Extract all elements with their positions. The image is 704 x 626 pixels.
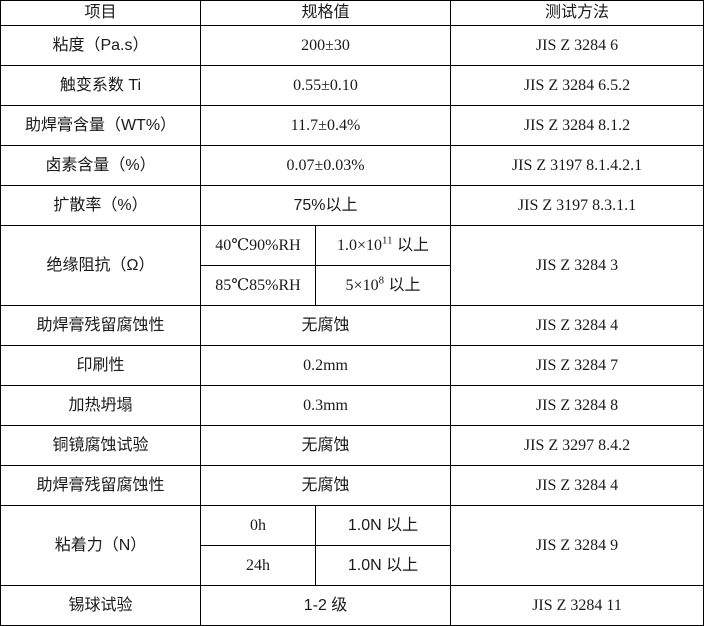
row-method-value: JIS Z 3284 4 (450, 465, 704, 506)
row-item-label: 助焊膏残留腐蚀性 (0, 465, 201, 506)
table-row: 助焊膏残留腐蚀性 无腐蚀 JIS Z 3284 4 (0, 305, 704, 346)
row-spec-value: 无腐蚀 (199, 465, 452, 506)
header-item: 项目 (0, 0, 201, 26)
row-spec-value: 0.2mm (199, 345, 452, 386)
row-spec-value: 200±30 (199, 25, 452, 66)
row-spec-value: 无腐蚀 (199, 425, 452, 466)
subrow-value-suffix: 以上 (384, 276, 421, 294)
row-spec-value: 无腐蚀 (199, 305, 452, 346)
subrow-condition: 40℃90%RH (200, 225, 316, 266)
row-method-value: JIS Z 3284 7 (450, 345, 704, 386)
table-row: 印刷性 0.2mm JIS Z 3284 7 (0, 345, 704, 386)
row-spec-value: 1-2 级 (199, 585, 452, 626)
row-item-label: 绝缘阻抗（Ω） (0, 225, 201, 306)
table-row: 绝缘阻抗（Ω） 40℃90%RH 1.0×1011 以上 JIS Z 3284 … (0, 225, 704, 306)
row-item-label: 粘着力（N） (0, 505, 201, 586)
table-row: 铜镜腐蚀试验 无腐蚀 JIS Z 3297 8.4.2 (0, 425, 704, 466)
subrow-value: 1.0N 以上 (314, 545, 452, 586)
row-spec-value: 11.7±0.4% (199, 105, 452, 146)
subrow-condition: 0h (200, 505, 316, 546)
table-row: 卤素含量（%） 0.07±0.03% JIS Z 3197 8.1.4.2.1 (0, 145, 704, 186)
subrow-value-base: 5×10 (345, 276, 379, 294)
row-item-label: 铜镜腐蚀试验 (0, 425, 201, 466)
row-item-label: 印刷性 (0, 345, 201, 386)
subrow-value: 5×108 以上 (314, 265, 452, 306)
subrow-value-exponent: 11 (382, 234, 393, 247)
row-item-label: 锡球试验 (0, 585, 201, 626)
row-item-label: 助焊膏残留腐蚀性 (0, 305, 201, 346)
row-method-value: JIS Z 3284 3 (450, 225, 704, 306)
table-row: 触变系数 Ti 0.55±0.10 JIS Z 3284 6.5.2 (0, 65, 704, 106)
subrow-condition: 85℃85%RH (200, 265, 316, 306)
row-method-value: JIS Z 3284 6.5.2 (450, 65, 704, 106)
table-row: 助焊膏含量（WT%） 11.7±0.4% JIS Z 3284 8.1.2 (0, 105, 704, 146)
subrow-value: 1.0N 以上 (314, 505, 452, 546)
row-method-value: JIS Z 3284 9 (450, 505, 704, 586)
row-method-value: JIS Z 3284 4 (450, 305, 704, 346)
row-method-value: JIS Z 3284 8 (450, 385, 704, 426)
table-row: 粘度（Pa.s） 200±30 JIS Z 3284 6 (0, 25, 704, 66)
subrow-value-exponent: 8 (378, 274, 385, 287)
row-item-label: 扩散率（%） (0, 185, 201, 226)
row-item-label: 卤素含量（%） (0, 145, 201, 186)
subrow-value: 1.0×1011 以上 (314, 225, 452, 266)
subrow-value-base: 1.0×10 (337, 236, 383, 254)
subrow-value-suffix: 以上 (392, 236, 429, 254)
table-row: 粘着力（N） 0h 1.0N 以上 JIS Z 3284 9 (0, 505, 704, 586)
row-item-label: 助焊膏含量（WT%） (0, 105, 201, 146)
table-header-row: 项目 规格值 测试方法 (0, 0, 704, 26)
row-spec-value: 0.55±0.10 (199, 65, 452, 106)
table-row: 扩散率（%） 75%以上 JIS Z 3197 8.3.1.1 (0, 185, 704, 226)
row-method-value: JIS Z 3284 6 (450, 25, 704, 66)
row-spec-value: 75%以上 (199, 185, 452, 226)
table-row: 助焊膏残留腐蚀性 无腐蚀 JIS Z 3284 4 (0, 465, 704, 506)
row-spec-value: 0.3mm (199, 385, 452, 426)
table-row: 加热坍塌 0.3mm JIS Z 3284 8 (0, 385, 704, 426)
row-method-value: JIS Z 3284 11 (450, 585, 704, 626)
table-row: 24h 1.0N 以上 (1, 545, 704, 586)
header-spec: 规格值 (199, 0, 452, 26)
row-method-value: JIS Z 3197 8.3.1.1 (450, 185, 704, 226)
row-item-label: 触变系数 Ti (0, 65, 201, 106)
header-method: 测试方法 (450, 0, 704, 26)
table-row: 锡球试验 1-2 级 JIS Z 3284 11 (0, 585, 704, 626)
row-item-label: 粘度（Pa.s） (0, 25, 201, 66)
row-method-value: JIS Z 3284 8.1.2 (450, 105, 704, 146)
row-spec-value: 0.07±0.03% (199, 145, 452, 186)
table-row: 85℃85%RH 5×108 以上 (1, 265, 704, 306)
row-method-value: JIS Z 3197 8.1.4.2.1 (450, 145, 704, 186)
subrow-condition: 24h (200, 545, 316, 586)
row-item-label: 加热坍塌 (0, 385, 201, 426)
row-method-value: JIS Z 3297 8.4.2 (450, 425, 704, 466)
